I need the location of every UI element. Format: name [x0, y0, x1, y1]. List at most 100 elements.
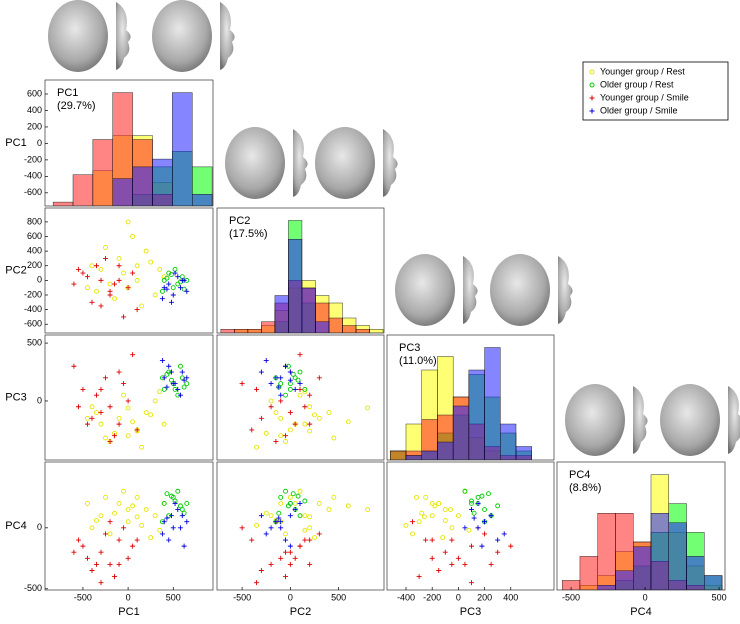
point — [164, 515, 170, 521]
point — [98, 580, 104, 586]
point — [403, 522, 409, 528]
point — [263, 531, 269, 537]
point — [93, 561, 99, 567]
point — [297, 381, 303, 387]
y-tick-label: 400 — [27, 246, 42, 256]
point — [307, 392, 313, 398]
point — [268, 398, 274, 404]
x-tick-label: 400 — [503, 592, 518, 602]
histogram-bar — [261, 321, 276, 333]
point — [462, 488, 468, 494]
point — [134, 494, 140, 500]
point — [93, 392, 99, 398]
point — [181, 543, 187, 549]
point — [268, 381, 274, 387]
point — [316, 375, 322, 381]
point — [285, 503, 291, 509]
panel-border — [216, 334, 385, 461]
point — [184, 519, 190, 525]
point — [148, 259, 154, 265]
point — [125, 398, 131, 404]
face — [565, 384, 625, 456]
histogram-bar — [668, 522, 687, 590]
point — [164, 491, 170, 497]
point — [469, 500, 474, 506]
point — [157, 266, 163, 272]
point — [103, 435, 108, 441]
point — [419, 510, 425, 516]
y-tick-label: -500 — [24, 583, 42, 593]
point — [258, 415, 264, 421]
point — [287, 561, 293, 567]
point — [312, 535, 317, 541]
histogram-bar — [301, 287, 316, 333]
point — [307, 404, 313, 410]
point — [278, 398, 284, 404]
point — [449, 537, 455, 543]
histogram-bar — [579, 556, 598, 590]
point — [89, 415, 95, 421]
point — [134, 427, 140, 433]
legend-marker — [589, 69, 595, 75]
panel-frame — [45, 208, 213, 333]
point — [85, 500, 90, 506]
histogram-bar — [405, 455, 422, 460]
point — [164, 286, 170, 292]
point — [98, 303, 104, 309]
y-tick-label: 200 — [27, 121, 42, 131]
point — [179, 369, 185, 375]
point — [139, 522, 145, 528]
face — [315, 127, 375, 199]
y-tick-label: -400 — [24, 304, 42, 314]
histogram-bar — [342, 325, 357, 333]
x-tick-label: 0 — [456, 592, 461, 602]
panel-label: PC1 — [57, 87, 78, 99]
point — [107, 531, 113, 537]
point — [89, 567, 95, 573]
point — [116, 277, 122, 283]
point — [276, 515, 282, 521]
point — [134, 277, 140, 283]
point — [292, 507, 298, 513]
point — [268, 404, 274, 410]
point — [479, 543, 485, 549]
point — [169, 272, 174, 277]
point — [168, 513, 174, 519]
panel — [45, 80, 213, 206]
point — [448, 507, 453, 512]
y-tick-label: 0 — [37, 395, 42, 405]
point — [292, 555, 298, 561]
point — [297, 352, 303, 358]
point — [292, 500, 298, 506]
panel — [217, 335, 384, 460]
legend-label: Older group / Smile — [600, 105, 678, 115]
y-tick-label: -600 — [24, 187, 42, 197]
point — [440, 535, 446, 541]
point — [302, 527, 308, 533]
point — [98, 266, 104, 272]
point — [84, 555, 90, 561]
point — [307, 428, 313, 434]
point — [116, 421, 122, 427]
point — [287, 377, 293, 383]
point — [152, 292, 158, 298]
histogram-bar — [437, 441, 454, 460]
point — [107, 281, 113, 287]
point — [316, 531, 322, 537]
point — [75, 537, 81, 543]
point — [84, 274, 90, 280]
face-profile — [116, 2, 131, 70]
histogram-bar — [52, 201, 74, 206]
point — [501, 531, 507, 537]
point — [89, 404, 95, 410]
panel-border — [216, 207, 385, 334]
point — [432, 503, 438, 509]
point — [254, 444, 260, 450]
point — [112, 281, 118, 287]
point — [258, 513, 264, 519]
point — [103, 245, 108, 250]
point — [80, 270, 86, 276]
point — [292, 421, 298, 427]
point — [254, 522, 260, 528]
point — [297, 543, 303, 549]
